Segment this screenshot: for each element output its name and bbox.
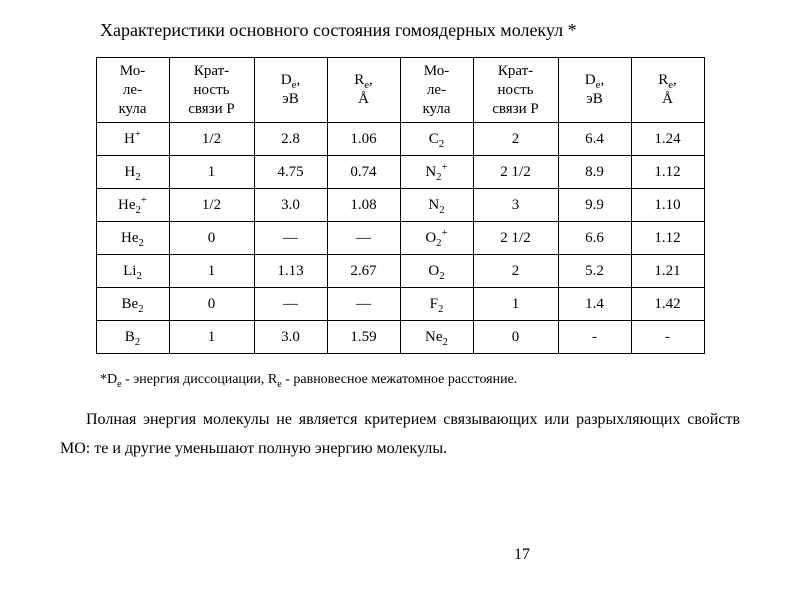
cell-l_bond: 1/2 xyxy=(169,123,254,156)
cell-r_mol: F2 xyxy=(400,288,473,321)
cell-r_mol: N2 xyxy=(400,189,473,222)
cell-r_de: 8.9 xyxy=(558,156,631,189)
table-row: He2+1/23.01.08N239.91.10 xyxy=(96,189,704,222)
cell-l_mol: Li2 xyxy=(96,255,169,288)
cell-l_bond: 1 xyxy=(169,156,254,189)
slide: Характеристики основного состояния гомоя… xyxy=(0,0,800,600)
table-body: H+1/22.81.06C226.41.24H214.750.74N2+2 1/… xyxy=(96,123,704,354)
table-row: Be20——F211.41.42 xyxy=(96,288,704,321)
th-re-left: Rе,Å xyxy=(327,58,400,123)
table-row: B213.01.59Ne20-- xyxy=(96,321,704,354)
molecule-table: Мо-ле-кула Крат-ностьсвязи Р Dе,эВ Rе,Å … xyxy=(96,57,705,354)
cell-r_bond: 0 xyxy=(473,321,558,354)
cell-r_re: 1.21 xyxy=(631,255,704,288)
cell-l_bond: 1 xyxy=(169,321,254,354)
cell-l_re: 1.06 xyxy=(327,123,400,156)
cell-r_de: 9.9 xyxy=(558,189,631,222)
cell-r_bond: 3 xyxy=(473,189,558,222)
cell-r_bond: 2 xyxy=(473,255,558,288)
cell-l_re: 1.59 xyxy=(327,321,400,354)
cell-l_mol: He2+ xyxy=(96,189,169,222)
cell-l_de: 1.13 xyxy=(254,255,327,288)
cell-l_re: — xyxy=(327,222,400,255)
table-row: He20——O2+2 1/26.61.12 xyxy=(96,222,704,255)
cell-r_mol: O2+ xyxy=(400,222,473,255)
table-row: H214.750.74N2+2 1/28.91.12 xyxy=(96,156,704,189)
cell-l_bond: 1/2 xyxy=(169,189,254,222)
cell-l_de: 3.0 xyxy=(254,321,327,354)
footnote: *Dе - энергия диссоциации, Rе - равновес… xyxy=(100,372,760,388)
th-bond-left: Крат-ностьсвязи Р xyxy=(169,58,254,123)
cell-r_mol: C2 xyxy=(400,123,473,156)
th-bond-right: Крат-ностьсвязи Р xyxy=(473,58,558,123)
table-row: H+1/22.81.06C226.41.24 xyxy=(96,123,704,156)
cell-r_re: - xyxy=(631,321,704,354)
cell-l_re: 2.67 xyxy=(327,255,400,288)
cell-l_de: 3.0 xyxy=(254,189,327,222)
cell-l_de: 4.75 xyxy=(254,156,327,189)
cell-r_de: - xyxy=(558,321,631,354)
cell-l_bond: 1 xyxy=(169,255,254,288)
cell-l_mol: He2 xyxy=(96,222,169,255)
cell-l_re: — xyxy=(327,288,400,321)
cell-r_bond: 2 1/2 xyxy=(473,222,558,255)
th-re-right: Rе,Å xyxy=(631,58,704,123)
cell-r_de: 6.4 xyxy=(558,123,631,156)
cell-r_bond: 2 1/2 xyxy=(473,156,558,189)
cell-l_de: 2.8 xyxy=(254,123,327,156)
cell-r_mol: O2 xyxy=(400,255,473,288)
cell-l_de: — xyxy=(254,288,327,321)
cell-r_de: 1.4 xyxy=(558,288,631,321)
cell-r_re: 1.10 xyxy=(631,189,704,222)
cell-r_bond: 2 xyxy=(473,123,558,156)
cell-l_mol: H+ xyxy=(96,123,169,156)
cell-l_bond: 0 xyxy=(169,222,254,255)
cell-r_re: 1.12 xyxy=(631,222,704,255)
th-de-right: Dе,эВ xyxy=(558,58,631,123)
page-number: 17 xyxy=(514,546,530,564)
cell-l_mol: B2 xyxy=(96,321,169,354)
table-header-row: Мо-ле-кула Крат-ностьсвязи Р Dе,эВ Rе,Å … xyxy=(96,58,704,123)
table-row: Li211.132.67O225.21.21 xyxy=(96,255,704,288)
cell-r_mol: N2+ xyxy=(400,156,473,189)
cell-r_re: 1.24 xyxy=(631,123,704,156)
cell-r_de: 5.2 xyxy=(558,255,631,288)
cell-r_re: 1.12 xyxy=(631,156,704,189)
th-de-left: Dе,эВ xyxy=(254,58,327,123)
cell-l_bond: 0 xyxy=(169,288,254,321)
th-mol-right: Мо-ле-кула xyxy=(400,58,473,123)
slide-title: Характеристики основного состояния гомоя… xyxy=(100,20,760,41)
cell-l_re: 0.74 xyxy=(327,156,400,189)
cell-r_bond: 1 xyxy=(473,288,558,321)
body-paragraph: Полная энергия молекулы не является крит… xyxy=(60,406,740,464)
th-mol-left: Мо-ле-кула xyxy=(96,58,169,123)
cell-l_mol: Be2 xyxy=(96,288,169,321)
cell-r_re: 1.42 xyxy=(631,288,704,321)
cell-r_mol: Ne2 xyxy=(400,321,473,354)
cell-l_mol: H2 xyxy=(96,156,169,189)
cell-r_de: 6.6 xyxy=(558,222,631,255)
cell-l_re: 1.08 xyxy=(327,189,400,222)
cell-l_de: — xyxy=(254,222,327,255)
